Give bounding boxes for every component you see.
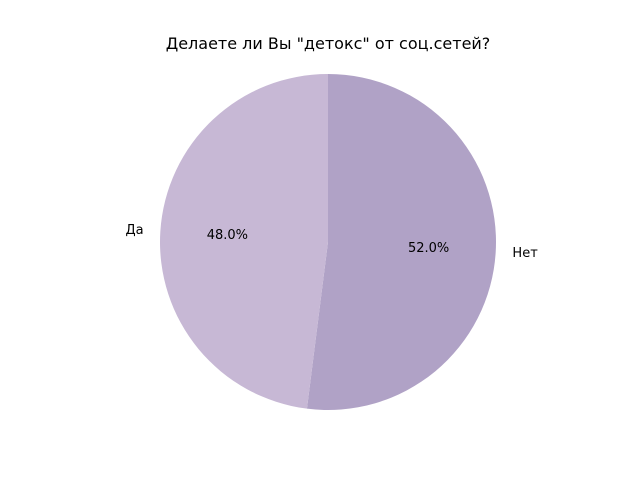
slice-category-label: Нет: [512, 246, 538, 261]
slice-category-label: Да: [125, 223, 143, 238]
slice-percent-label: 48.0%: [207, 228, 248, 243]
slice-percent-label: 52.0%: [408, 241, 449, 256]
pie-slices: [159, 74, 496, 410]
pie-slice: [159, 74, 328, 409]
pie-slice: [306, 74, 496, 410]
chart-title: Делаете ли Вы "детокс" от соц.сетей?: [166, 34, 491, 53]
pie-labels: Нет 52.0% Да 48.0%: [125, 223, 538, 261]
